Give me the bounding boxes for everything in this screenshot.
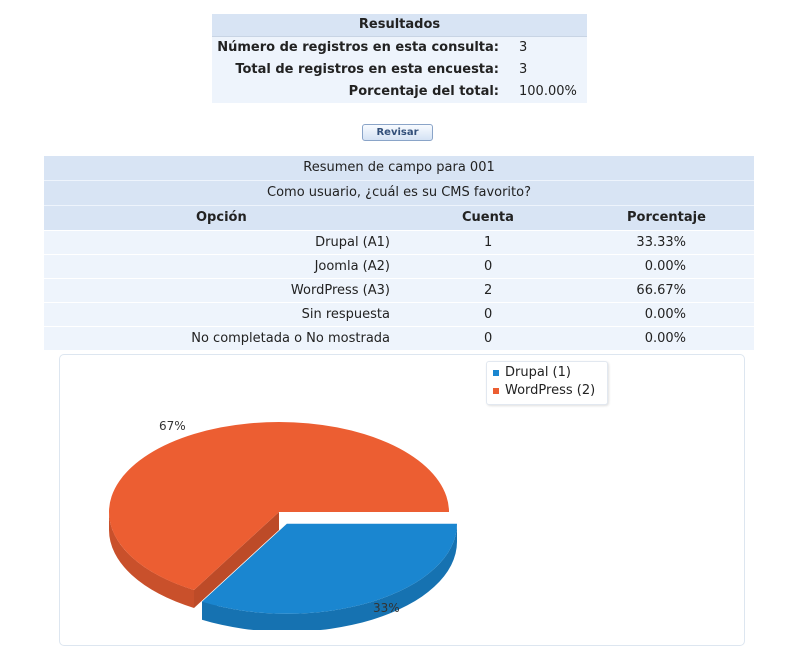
pie-slice-edge-wordpress [194,512,279,608]
legend-item-drupal[interactable]: Drupal (1) [493,364,571,382]
column-header-count: Cuenta [462,210,514,225]
pie-chart [108,422,457,630]
option-cell: No completada o No mostrada [191,331,390,346]
legend-swatch [493,387,499,394]
results-panel: Resultados Número de registros en esta c… [212,14,587,103]
percent-cell: 66.67% [636,283,686,298]
results-value: 3 [519,40,528,55]
legend-swatch [493,369,499,376]
table-row: Drupal (A1) 1 33.33% [44,230,754,254]
percent-cell: 0.00% [644,307,686,322]
column-header-option: Opción [196,210,247,225]
column-header-percent: Porcentaje [627,210,706,225]
pie-slice-side-wordpress [109,512,194,608]
count-cell: 0 [484,331,493,346]
results-title: Resultados [212,14,587,37]
legend-label: WordPress (2) [505,383,596,398]
option-cell: Joomla (A2) [314,259,390,274]
results-label: Porcentaje del total: [348,84,499,99]
pie-slice-wordpress [108,422,449,590]
legend-item-wordpress[interactable]: WordPress (2) [493,382,595,400]
pie-label-drupal: 33% [373,601,400,615]
option-cell: Drupal (A1) [315,235,390,250]
results-label: Número de registros en esta consulta: [217,40,499,55]
results-row-total-count: Total de registros en esta encuesta: 3 [212,59,587,81]
results-value: 100.00% [519,84,577,99]
chart-legend: Drupal (1) WordPress (2) [486,361,608,405]
count-cell: 0 [484,307,493,322]
count-cell: 2 [484,283,493,298]
column-header-row: Opción Cuenta Porcentaje [44,206,754,230]
option-cell: Sin respuesta [301,307,390,322]
option-cell: WordPress (A3) [290,283,390,298]
pie-slice-side-drupal [202,523,457,630]
summary-title: Resumen de campo para 001 [44,156,754,181]
results-row-percentage: Porcentaje del total: 100.00% [212,81,587,103]
percent-cell: 33.33% [636,235,686,250]
table-row: Joomla (A2) 0 0.00% [44,254,754,278]
legend-label: Drupal (1) [505,365,571,380]
count-cell: 0 [484,259,493,274]
results-row-query-count: Número de registros en esta consulta: 3 [212,37,587,59]
pie-label-wordpress: 67% [159,419,186,433]
results-value: 3 [519,62,528,77]
count-cell: 1 [484,235,493,250]
revisar-button[interactable]: Revisar [362,124,433,141]
percent-cell: 0.00% [644,259,686,274]
table-row: WordPress (A3) 2 66.67% [44,278,754,302]
table-row: No completada o No mostrada 0 0.00% [44,326,754,350]
field-summary-table: Resumen de campo para 001 Como usuario, … [44,156,754,350]
percent-cell: 0.00% [644,331,686,346]
table-row: Sin respuesta 0 0.00% [44,302,754,326]
pie-slice-drupal [202,523,457,614]
results-label: Total de registros en esta encuesta: [235,62,499,77]
question-text: Como usuario, ¿cuál es su CMS favorito? [44,181,754,206]
